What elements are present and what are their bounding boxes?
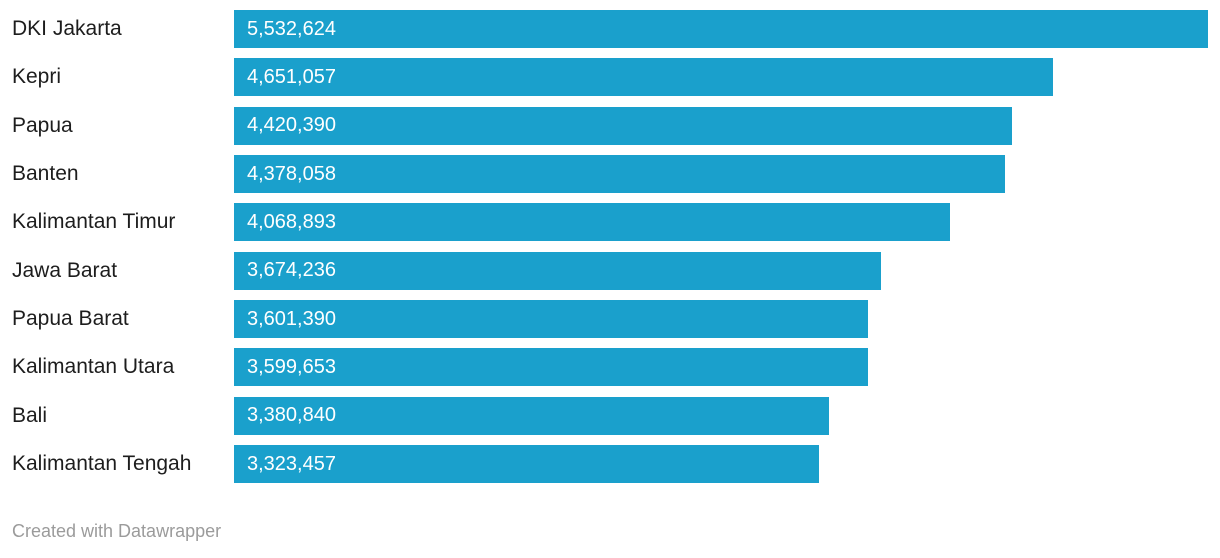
chart-row: Jawa Barat 3,674,236 bbox=[12, 251, 1208, 300]
bar-track: 3,599,653 bbox=[234, 348, 1208, 387]
bar-track: 5,532,624 bbox=[234, 10, 1208, 48]
bar-track: 3,323,457 bbox=[234, 445, 1208, 484]
category-label: Papua Barat bbox=[12, 307, 129, 331]
bar: 3,380,840 bbox=[234, 396, 830, 435]
bar: 5,532,624 bbox=[234, 10, 1208, 48]
bar-track: 3,601,390 bbox=[234, 300, 1208, 339]
category-label: Kalimantan Utara bbox=[12, 355, 175, 379]
bar: 3,599,653 bbox=[234, 348, 868, 387]
plot-area: DKI Jakarta 5,532,624 Kepri 4,651,057 Papua 4… bbox=[12, 10, 1208, 493]
bar: 4,068,893 bbox=[234, 203, 951, 242]
bar: 4,651,057 bbox=[234, 58, 1053, 97]
category-label: Kepri bbox=[12, 65, 62, 89]
value-label: 3,601,390 bbox=[247, 307, 336, 330]
chart-row: Papua 4,420,390 bbox=[12, 106, 1208, 155]
category-label: Kalimantan Timur bbox=[12, 210, 176, 234]
bar-track: 3,674,236 bbox=[234, 251, 1208, 290]
bar-track: 4,378,058 bbox=[234, 155, 1208, 194]
value-label: 4,378,058 bbox=[247, 162, 336, 185]
value-label: 3,674,236 bbox=[247, 259, 336, 282]
bar: 3,674,236 bbox=[234, 251, 881, 290]
category-label: Jawa Barat bbox=[12, 258, 118, 282]
chart-row: DKI Jakarta 5,532,624 bbox=[12, 10, 1208, 58]
value-label: 4,651,057 bbox=[247, 65, 336, 88]
value-label: 3,599,653 bbox=[247, 355, 336, 378]
bar: 3,323,457 bbox=[234, 445, 820, 484]
category-label: Papua bbox=[12, 113, 73, 137]
bar-track: 4,651,057 bbox=[234, 58, 1208, 97]
chart-row: Kepri 4,651,057 bbox=[12, 58, 1208, 106]
category-label: DKI Jakarta bbox=[12, 17, 122, 40]
value-label: 5,532,624 bbox=[247, 17, 336, 40]
chart-row: Banten 4,378,058 bbox=[12, 155, 1208, 203]
category-label: Banten bbox=[12, 162, 79, 186]
datawrapper-credit-link[interactable]: Created with Datawrapper bbox=[12, 521, 222, 541]
chart-row: Bali 3,380,840 bbox=[12, 396, 1208, 445]
value-label: 4,068,893 bbox=[247, 210, 336, 233]
chart-row: Papua Barat 3,601,390 bbox=[12, 300, 1208, 348]
value-label: 3,323,457 bbox=[247, 452, 336, 475]
chart-row: Kalimantan Tengah 3,323,457 bbox=[12, 445, 1208, 493]
bar: 4,378,058 bbox=[234, 155, 1005, 194]
bar: 4,420,390 bbox=[234, 106, 1013, 145]
value-label: 3,380,840 bbox=[247, 404, 336, 427]
category-label: Bali bbox=[12, 403, 48, 427]
bar-track: 3,380,840 bbox=[234, 396, 1208, 435]
bar-track: 4,068,893 bbox=[234, 203, 1208, 242]
value-label: 4,420,390 bbox=[247, 114, 336, 137]
category-label: Kalimantan Tengah bbox=[12, 452, 192, 476]
chart-row: Kalimantan Utara 3,599,653 bbox=[12, 348, 1208, 396]
bar-track: 4,420,390 bbox=[234, 106, 1208, 145]
bar: 3,601,390 bbox=[234, 300, 868, 339]
chart-row: Kalimantan Timur 4,068,893 bbox=[12, 203, 1208, 251]
